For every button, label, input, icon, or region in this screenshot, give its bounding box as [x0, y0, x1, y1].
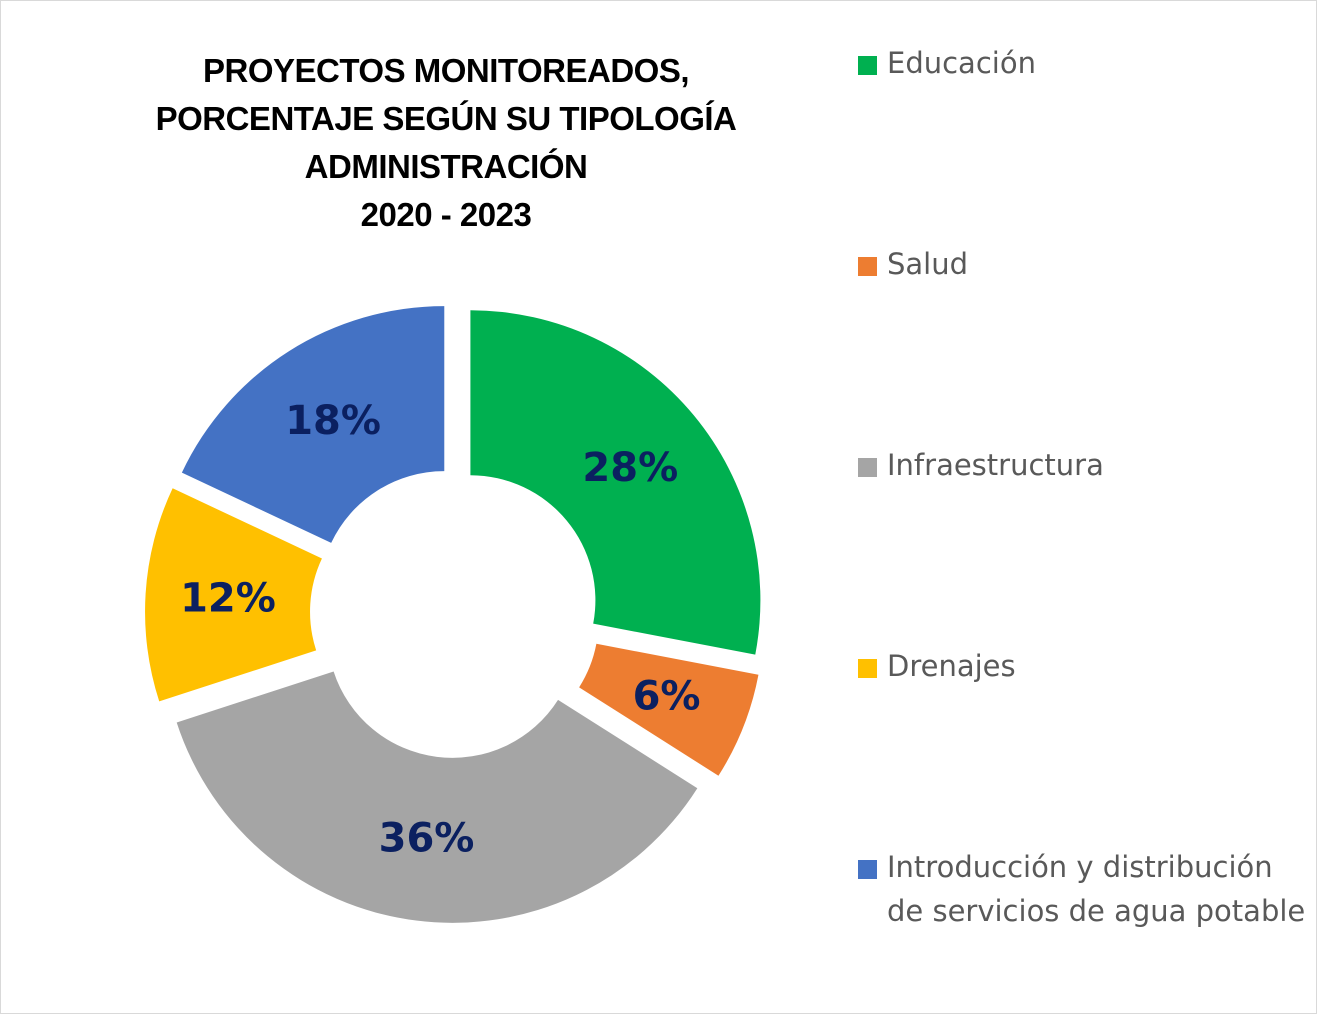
chart-frame: PROYECTOS MONITOREADOS, PORCENTAJE SEGÚN… [0, 0, 1317, 1014]
legend-label-agua-potable: Introducción y distribución de servicios… [887, 845, 1317, 933]
legend-swatch-drenajes [858, 659, 877, 678]
data-label-agua-potable: 18% [285, 398, 381, 444]
legend-swatch-infraestructura [858, 458, 877, 477]
data-label-drenajes: 12% [180, 576, 276, 622]
data-label-salud: 6% [633, 674, 701, 720]
legend-swatch-salud [858, 257, 877, 276]
legend-label-salud: Salud [887, 242, 1317, 286]
data-label-educacion: 28% [582, 445, 678, 491]
legend-swatch-agua-potable [858, 860, 877, 879]
legend-label-educacion: Educación [887, 41, 1317, 85]
legend-label-drenajes: Drenajes [887, 644, 1317, 688]
doughnut-chart: 28% 6% 36% 12% 18% [1, 1, 841, 1013]
legend-label-infraestructura: Infraestructura [887, 443, 1317, 487]
data-label-infraestructura: 36% [379, 816, 475, 862]
legend-swatch-educacion [858, 56, 877, 75]
